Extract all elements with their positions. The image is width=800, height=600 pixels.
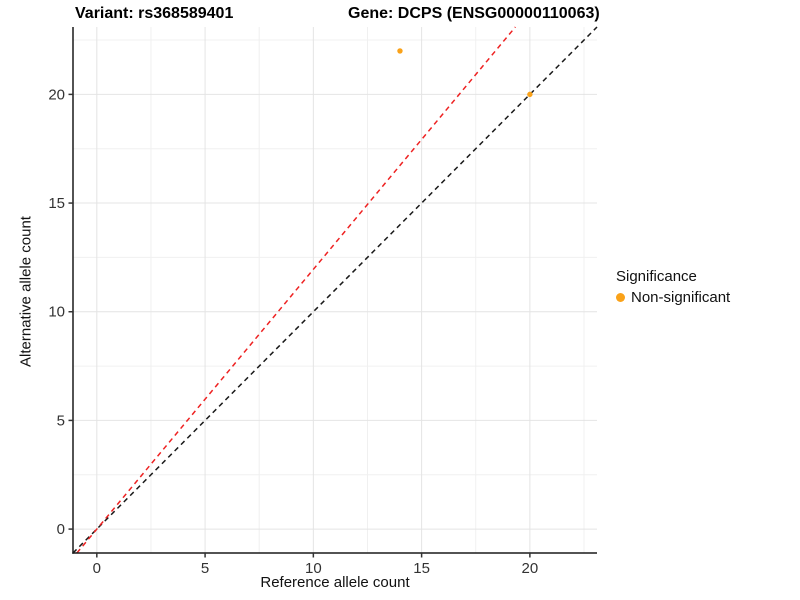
plot-title-variant: Variant: rs368589401	[75, 5, 234, 22]
svg-text:5: 5	[201, 560, 209, 577]
x-axis-title: Reference allele count	[260, 574, 410, 591]
plot-title-gene: Gene: DCPS (ENSG00000110063)	[348, 5, 600, 22]
svg-text:0: 0	[57, 521, 65, 538]
svg-text:0: 0	[93, 560, 101, 577]
legend: Significance Non-significant	[616, 268, 730, 306]
legend-title: Significance	[616, 268, 697, 285]
svg-text:20: 20	[48, 86, 65, 103]
svg-text:20: 20	[522, 560, 539, 577]
legend-item-label: Non-significant	[631, 289, 731, 306]
svg-text:10: 10	[305, 560, 322, 577]
svg-text:15: 15	[413, 560, 430, 577]
legend-item: Non-significant	[616, 289, 730, 306]
y-axis-title: Alternative allele count	[17, 216, 35, 367]
svg-text:5: 5	[57, 412, 65, 429]
svg-text:15: 15	[48, 195, 65, 212]
orange-dot-icon	[616, 293, 625, 302]
svg-text:10: 10	[48, 304, 65, 321]
